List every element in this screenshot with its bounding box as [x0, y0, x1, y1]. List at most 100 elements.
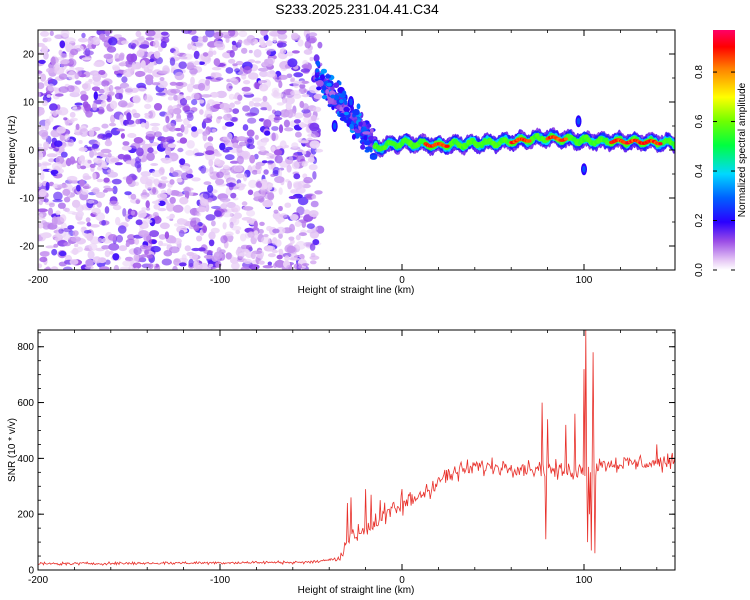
noise-speckle [38, 162, 42, 167]
noise-speckle [130, 142, 141, 149]
noise-speckle [126, 112, 132, 121]
noise-speckle [259, 221, 265, 226]
noise-speckle [76, 184, 81, 192]
noise-speckle [203, 254, 214, 259]
noise-speckle [236, 155, 244, 165]
noise-speckle [166, 122, 176, 130]
noise-speckle [58, 250, 67, 257]
noise-speckle [246, 244, 253, 250]
noise-speckle [294, 112, 304, 119]
noise-speckle [243, 173, 248, 182]
noise-speckle [165, 147, 171, 156]
y-tick-label: 0 [28, 146, 34, 157]
noise-speckle [301, 64, 309, 69]
noise-speckle [85, 217, 91, 223]
noise-speckle [194, 152, 205, 157]
noise-speckle [317, 41, 323, 49]
spectrogram-y-label: Frequency (Hz) [7, 116, 18, 185]
noise-speckle [176, 218, 186, 225]
noise-speckle [258, 83, 269, 92]
noise-speckle [139, 44, 150, 49]
noise-speckle [141, 219, 153, 224]
noise-speckle [108, 91, 115, 96]
noise-speckle [116, 234, 123, 243]
noise-speckle [135, 219, 143, 226]
noise-speckle [288, 156, 294, 162]
noise-speckle [243, 258, 252, 265]
noise-speckle [310, 114, 317, 122]
noise-speckle [273, 116, 283, 121]
noise-speckle [125, 176, 133, 185]
signal-peak-cell [563, 137, 568, 141]
noise-speckle [58, 228, 64, 234]
noise-speckle [75, 123, 80, 130]
noise-speckle [151, 82, 161, 86]
noise-speckle [69, 156, 76, 165]
noise-speckle [246, 143, 251, 149]
snr-y-label: SNR (10 * v/v) [7, 418, 18, 482]
noise-speckle [255, 164, 261, 170]
noise-speckle [158, 70, 169, 74]
noise-speckle [38, 213, 44, 218]
noise-speckle [167, 96, 174, 101]
noise-speckle [203, 181, 212, 186]
noise-speckle [178, 61, 187, 69]
noise-speckle [229, 221, 234, 229]
noise-speckle [86, 233, 94, 241]
noise-speckle [312, 171, 317, 180]
noise-speckle [130, 193, 137, 200]
noise-speckle [64, 207, 70, 213]
colorbar-tick-label: 0.6 [694, 114, 705, 128]
colorbar-label: Normalized spectral amplitude [737, 82, 748, 217]
noise-speckle [230, 192, 237, 199]
noise-speckle [124, 191, 132, 196]
noise-speckle [125, 160, 134, 165]
noise-speckle [58, 73, 68, 80]
noise-speckle [164, 231, 170, 239]
noise-speckle [219, 197, 231, 203]
noise-speckle [63, 196, 71, 203]
noise-speckle [293, 182, 303, 190]
noise-speckle [144, 74, 154, 81]
noise-speckle [146, 152, 155, 161]
noise-speckle [45, 37, 52, 42]
noise-speckle [242, 124, 249, 131]
transition-speckle [325, 89, 330, 95]
noise-speckle [247, 138, 253, 143]
noise-speckle [181, 30, 192, 34]
noise-speckle [245, 112, 256, 117]
noise-speckle [152, 187, 157, 195]
noise-speckle [74, 80, 82, 85]
transition-speckle [363, 135, 368, 141]
noise-speckle [265, 40, 273, 47]
noise-speckle [58, 261, 67, 267]
noise-speckle [258, 80, 263, 84]
noise-speckle [72, 230, 79, 237]
noise-speckle [120, 133, 125, 139]
noise-speckle [290, 90, 301, 96]
noise-speckle [133, 253, 140, 262]
noise-speckle [44, 123, 49, 131]
noise-speckle [206, 103, 211, 111]
noise-speckle [190, 217, 201, 224]
noise-speckle [81, 32, 86, 39]
noise-speckle [178, 262, 187, 267]
noise-speckle [87, 250, 95, 260]
noise-speckle [256, 139, 267, 147]
noise-speckle [302, 183, 311, 189]
noise-speckle [152, 212, 159, 217]
noise-speckle [138, 210, 147, 219]
noise-speckle [53, 66, 65, 75]
noise-speckle [169, 196, 176, 204]
noise-speckle [95, 212, 106, 222]
noise-speckle [38, 263, 43, 269]
noise-speckle [147, 147, 154, 154]
noise-speckle [103, 85, 109, 94]
noise-speckle [65, 37, 76, 44]
noise-speckle [104, 206, 110, 214]
noise-speckle [203, 118, 212, 124]
noise-speckle [273, 149, 283, 156]
noise-speckle [257, 170, 262, 175]
noise-speckle [91, 126, 101, 132]
y-tick-label: 20 [23, 50, 35, 61]
